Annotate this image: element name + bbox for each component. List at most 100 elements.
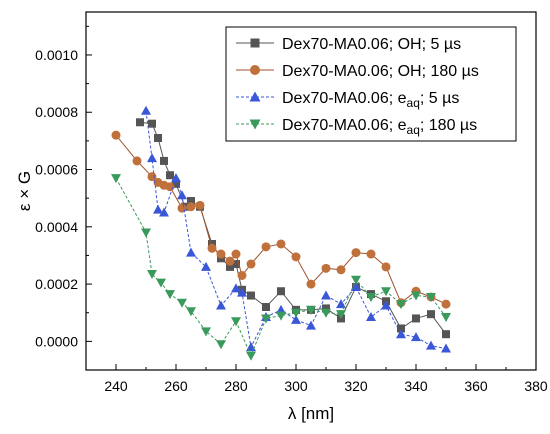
x-tick-label: 260 <box>164 378 188 394</box>
data-point <box>231 317 241 327</box>
data-point <box>147 172 157 182</box>
data-point <box>427 310 435 319</box>
data-point <box>441 343 451 353</box>
series-layer <box>111 105 451 361</box>
data-point <box>201 327 211 337</box>
axis-ticks: 240 260 280 300 320 340 360 380 0.0000 0.0002 0.00… <box>35 25 548 394</box>
data-point <box>237 287 247 297</box>
data-point <box>141 105 151 115</box>
data-point <box>397 324 405 333</box>
data-point <box>172 179 180 188</box>
data-point <box>351 248 361 258</box>
data-point <box>336 299 346 309</box>
data-point <box>247 291 255 300</box>
data-point <box>276 239 286 249</box>
data-point <box>177 190 187 200</box>
legend: Dex70-MA0.06; OH; 5 µs Dex70-MA0.06; OH; … <box>225 26 517 142</box>
data-point <box>306 305 316 315</box>
data-point <box>165 290 175 300</box>
data-point <box>426 340 436 350</box>
series-line <box>115 177 447 357</box>
y-tick-label: 0.0002 <box>35 276 78 292</box>
data-point <box>336 310 346 320</box>
data-point <box>166 171 174 180</box>
data-point <box>186 247 196 257</box>
x-axis-label: λ [nm] <box>288 404 334 423</box>
data-point <box>396 329 406 339</box>
data-point <box>132 156 142 166</box>
data-point <box>226 262 234 271</box>
legend-item: Dex70-MA0.06; eaq; 5 µs <box>236 90 459 110</box>
data-point <box>306 279 316 289</box>
data-point <box>381 287 391 297</box>
data-point <box>160 156 168 165</box>
data-point <box>261 314 271 324</box>
legend-marker <box>249 91 261 102</box>
legend-item: Dex70-MA0.06; eaq; 180 µs <box>236 117 477 137</box>
data-point <box>322 304 330 313</box>
data-point <box>291 308 301 318</box>
data-point <box>136 118 144 127</box>
data-point <box>321 290 331 300</box>
data-point <box>366 249 376 259</box>
y-tick-label: 0.0004 <box>35 219 78 235</box>
data-point <box>442 330 450 339</box>
data-point <box>351 275 361 285</box>
data-point <box>159 207 169 217</box>
data-point <box>412 314 420 323</box>
data-point <box>216 340 226 350</box>
data-point <box>336 265 346 275</box>
data-point <box>366 312 376 322</box>
data-point <box>321 308 331 318</box>
data-point <box>195 200 205 210</box>
data-point <box>147 153 157 163</box>
legend-box <box>225 26 517 142</box>
y-axis-label: ε × G <box>15 171 34 211</box>
data-point <box>351 281 361 291</box>
x-tick-label: 340 <box>404 378 428 394</box>
legend-marker <box>250 65 260 75</box>
data-point <box>246 351 256 361</box>
data-point <box>441 299 451 309</box>
data-point <box>396 300 406 310</box>
y-tick-label: 0.0000 <box>35 333 78 349</box>
plot-frame <box>85 11 537 371</box>
data-point <box>441 313 451 323</box>
data-point <box>177 298 187 308</box>
legend-marker <box>250 38 260 48</box>
data-point <box>231 283 241 293</box>
legend-item: Dex70-MA0.06; OH; 5 µs <box>236 36 461 53</box>
legend-marker <box>249 119 261 130</box>
data-point <box>148 119 156 128</box>
legend-label: Dex70-MA0.06; OH; 180 µs <box>282 63 479 80</box>
data-point <box>111 130 121 140</box>
data-point <box>165 182 175 192</box>
data-point <box>232 260 240 269</box>
data-point <box>216 300 226 310</box>
data-point <box>171 173 181 183</box>
legend-label: Dex70-MA0.06; eaq; 5 µs <box>282 90 459 110</box>
data-point <box>262 302 270 311</box>
data-point <box>147 270 157 280</box>
y-tick-label: 0.0008 <box>35 104 78 120</box>
x-tick-label: 360 <box>464 378 488 394</box>
data-point <box>237 270 247 280</box>
data-point <box>291 252 301 262</box>
data-point <box>231 249 241 259</box>
data-point <box>111 174 121 184</box>
series-4 <box>111 174 451 361</box>
data-point <box>411 332 421 342</box>
data-point <box>426 292 436 302</box>
x-tick-label: 320 <box>344 378 368 394</box>
data-point <box>207 243 217 253</box>
data-point <box>306 320 316 330</box>
legend-item: Dex70-MA0.06; OH; 180 µs <box>236 63 479 80</box>
data-point <box>246 259 256 269</box>
data-point <box>261 242 271 252</box>
y-tick-label: 0.0010 <box>35 47 78 63</box>
data-point <box>381 300 391 310</box>
y-tick-label: 0.0006 <box>35 162 78 178</box>
data-point <box>291 314 301 324</box>
data-point <box>321 263 331 273</box>
